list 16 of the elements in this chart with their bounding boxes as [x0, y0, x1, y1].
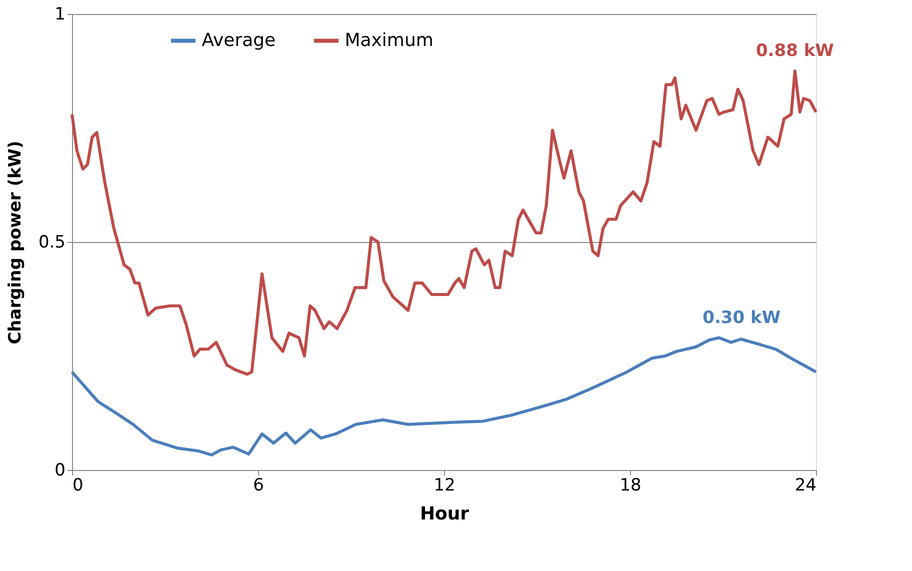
y-tick-label: 0.5	[38, 232, 66, 252]
line-series	[70, 336, 818, 456]
x-tick-label: 24	[794, 476, 816, 496]
x-tick-label: 0	[72, 476, 84, 496]
x-tick-label: 12	[434, 476, 456, 496]
x-tick-label: 6	[253, 476, 264, 496]
x-axis-title: Hour	[420, 504, 470, 524]
x-tick-label: 18	[620, 476, 642, 496]
line-series	[70, 70, 818, 376]
y-tick-label: 1	[54, 4, 66, 24]
annotation: 0.88 kW	[756, 41, 834, 61]
legend-label: Maximum	[344, 30, 434, 51]
annotation: 0.30 kW	[702, 308, 781, 328]
legend-label: Average	[202, 30, 276, 51]
y-axis-title: Charging power (kW)	[5, 140, 26, 344]
y-tick-label: 0	[54, 460, 66, 480]
